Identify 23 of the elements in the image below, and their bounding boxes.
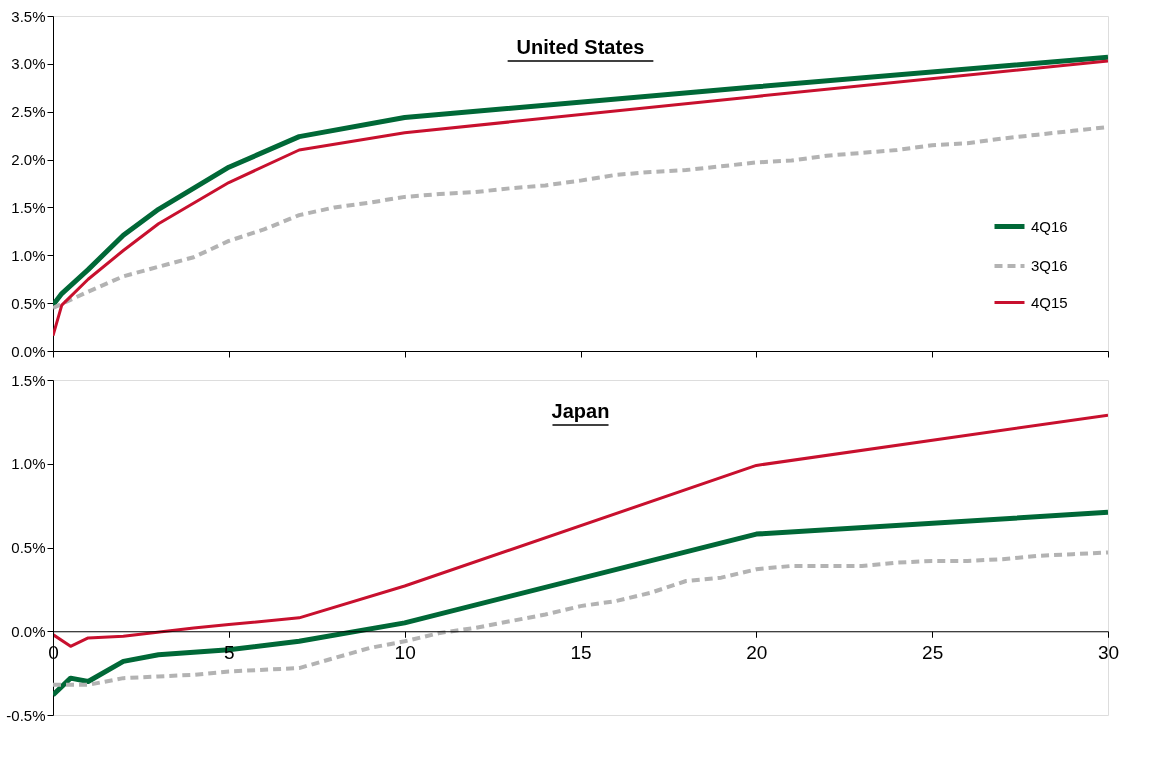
y-tick-label: 1.5% bbox=[11, 371, 46, 389]
legend-label: 3Q16 bbox=[1031, 257, 1068, 274]
y-tick-label: 0.5% bbox=[11, 539, 46, 556]
legend-label: 4Q15 bbox=[1031, 293, 1068, 311]
y-tick-label: 1.5% bbox=[11, 198, 46, 216]
y-tick-label: 0.5% bbox=[11, 294, 46, 312]
text: Japan bbox=[551, 400, 610, 422]
x-tick-label: 15 bbox=[570, 641, 592, 663]
x-tick-label: 20 bbox=[746, 641, 768, 663]
y-tick-label: 2.5% bbox=[11, 103, 46, 121]
y-tick-label: 0.0% bbox=[11, 342, 46, 360]
y-tick-label: 3.0% bbox=[11, 55, 46, 73]
x-tick-label: 25 bbox=[922, 641, 944, 663]
legend-label: 4Q16 bbox=[1031, 217, 1068, 235]
y-tick-label: 0.0% bbox=[11, 622, 46, 640]
y-tick-label: 2.0% bbox=[11, 151, 46, 169]
y-tick-label: 1.0% bbox=[11, 455, 46, 473]
y-tick-label: 3.5% bbox=[11, 7, 46, 25]
x-tick-label: 30 bbox=[1097, 641, 1120, 663]
x-tick-label: 10 bbox=[394, 641, 416, 663]
text: United States bbox=[516, 36, 645, 58]
y-tick-label: 1.0% bbox=[11, 246, 46, 264]
y-tick-label: -0.5% bbox=[6, 706, 46, 724]
